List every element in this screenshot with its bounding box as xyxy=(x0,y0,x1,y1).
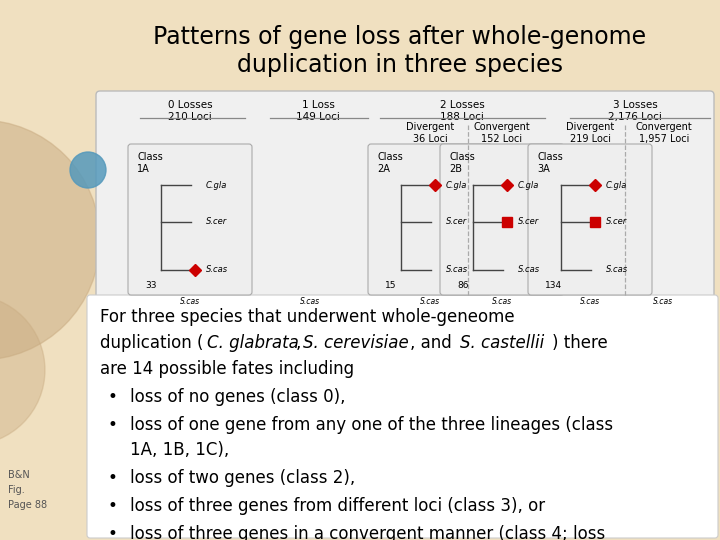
Text: loss of three genes in a convergent manner (class 4; loss: loss of three genes in a convergent mann… xyxy=(130,525,606,540)
Text: S.cas: S.cas xyxy=(518,266,540,274)
Text: 86: 86 xyxy=(457,281,469,290)
Text: S.cas: S.cas xyxy=(492,297,512,306)
Text: •: • xyxy=(108,469,118,487)
Text: S.cas: S.cas xyxy=(446,266,468,274)
Text: Class
1A: Class 1A xyxy=(137,152,163,173)
Text: 15: 15 xyxy=(385,281,397,290)
Text: Divergent
219 Loci: Divergent 219 Loci xyxy=(566,122,614,144)
Text: S.cer: S.cer xyxy=(206,217,228,226)
Text: 1A, 1B, 1C),: 1A, 1B, 1C), xyxy=(130,441,229,459)
Text: S.cas: S.cas xyxy=(606,266,628,274)
Text: , and: , and xyxy=(410,334,451,352)
Text: S.cas: S.cas xyxy=(300,297,320,306)
Text: 0 Losses
210 Loci: 0 Losses 210 Loci xyxy=(168,100,212,122)
Text: S.cer: S.cer xyxy=(518,217,539,226)
FancyBboxPatch shape xyxy=(528,144,652,295)
Circle shape xyxy=(70,152,106,188)
Text: S.cas: S.cas xyxy=(580,297,600,306)
Text: C. glabrata: C. glabrata xyxy=(207,334,299,352)
Text: Class
2A: Class 2A xyxy=(377,152,402,173)
Circle shape xyxy=(0,120,100,360)
FancyBboxPatch shape xyxy=(368,144,492,295)
Text: ) there: ) there xyxy=(552,334,608,352)
Text: Class
3A: Class 3A xyxy=(537,152,563,173)
Text: 1 Loss
149 Loci: 1 Loss 149 Loci xyxy=(296,100,340,122)
FancyBboxPatch shape xyxy=(87,295,718,538)
Text: are 14 possible fates including: are 14 possible fates including xyxy=(100,360,354,378)
Text: duplication (: duplication ( xyxy=(100,334,203,352)
Text: 134: 134 xyxy=(545,281,562,290)
Text: S.cas: S.cas xyxy=(420,297,440,306)
Text: •: • xyxy=(108,388,118,406)
Text: loss of one gene from any one of the three lineages (class: loss of one gene from any one of the thr… xyxy=(130,416,613,434)
Text: Fig.: Fig. xyxy=(8,485,24,495)
Text: loss of no genes (class 0),: loss of no genes (class 0), xyxy=(130,388,346,406)
Text: C.gla: C.gla xyxy=(446,180,467,190)
Text: S.cas: S.cas xyxy=(653,297,673,306)
Text: •: • xyxy=(108,416,118,434)
Text: •: • xyxy=(108,497,118,515)
Text: •: • xyxy=(108,525,118,540)
Text: S. cerevisiae: S. cerevisiae xyxy=(303,334,409,352)
Text: C.gla: C.gla xyxy=(518,180,539,190)
Text: ,: , xyxy=(296,334,302,352)
Text: 33: 33 xyxy=(145,281,156,290)
FancyBboxPatch shape xyxy=(128,144,252,295)
Text: Divergent
36 Loci: Divergent 36 Loci xyxy=(406,122,454,144)
Text: S.cas: S.cas xyxy=(206,266,228,274)
Circle shape xyxy=(0,295,45,445)
Text: B&N: B&N xyxy=(8,470,30,480)
Text: S.cas: S.cas xyxy=(180,297,200,306)
Text: For three species that underwent whole-geneome: For three species that underwent whole-g… xyxy=(100,308,515,326)
FancyBboxPatch shape xyxy=(440,144,564,295)
Text: Class
2B: Class 2B xyxy=(449,152,474,173)
Text: 3 Losses
2,176 Loci: 3 Losses 2,176 Loci xyxy=(608,100,662,122)
Text: S.cer: S.cer xyxy=(446,217,467,226)
Text: C.gla: C.gla xyxy=(206,180,228,190)
Text: loss of three genes from different loci (class 3), or: loss of three genes from different loci … xyxy=(130,497,545,515)
Text: Convergent
152 Loci: Convergent 152 Loci xyxy=(474,122,531,144)
Text: Convergent
1,957 Loci: Convergent 1,957 Loci xyxy=(636,122,693,144)
Text: Page 88: Page 88 xyxy=(8,500,47,510)
Text: S.cer: S.cer xyxy=(606,217,627,226)
Text: C.gla: C.gla xyxy=(606,180,627,190)
FancyBboxPatch shape xyxy=(96,91,714,304)
Text: loss of two genes (class 2),: loss of two genes (class 2), xyxy=(130,469,355,487)
Text: Patterns of gene loss after whole-genome
duplication in three species: Patterns of gene loss after whole-genome… xyxy=(153,25,647,77)
Text: 2 Losses
188 Loci: 2 Losses 188 Loci xyxy=(440,100,485,122)
Text: S. castellii: S. castellii xyxy=(460,334,544,352)
